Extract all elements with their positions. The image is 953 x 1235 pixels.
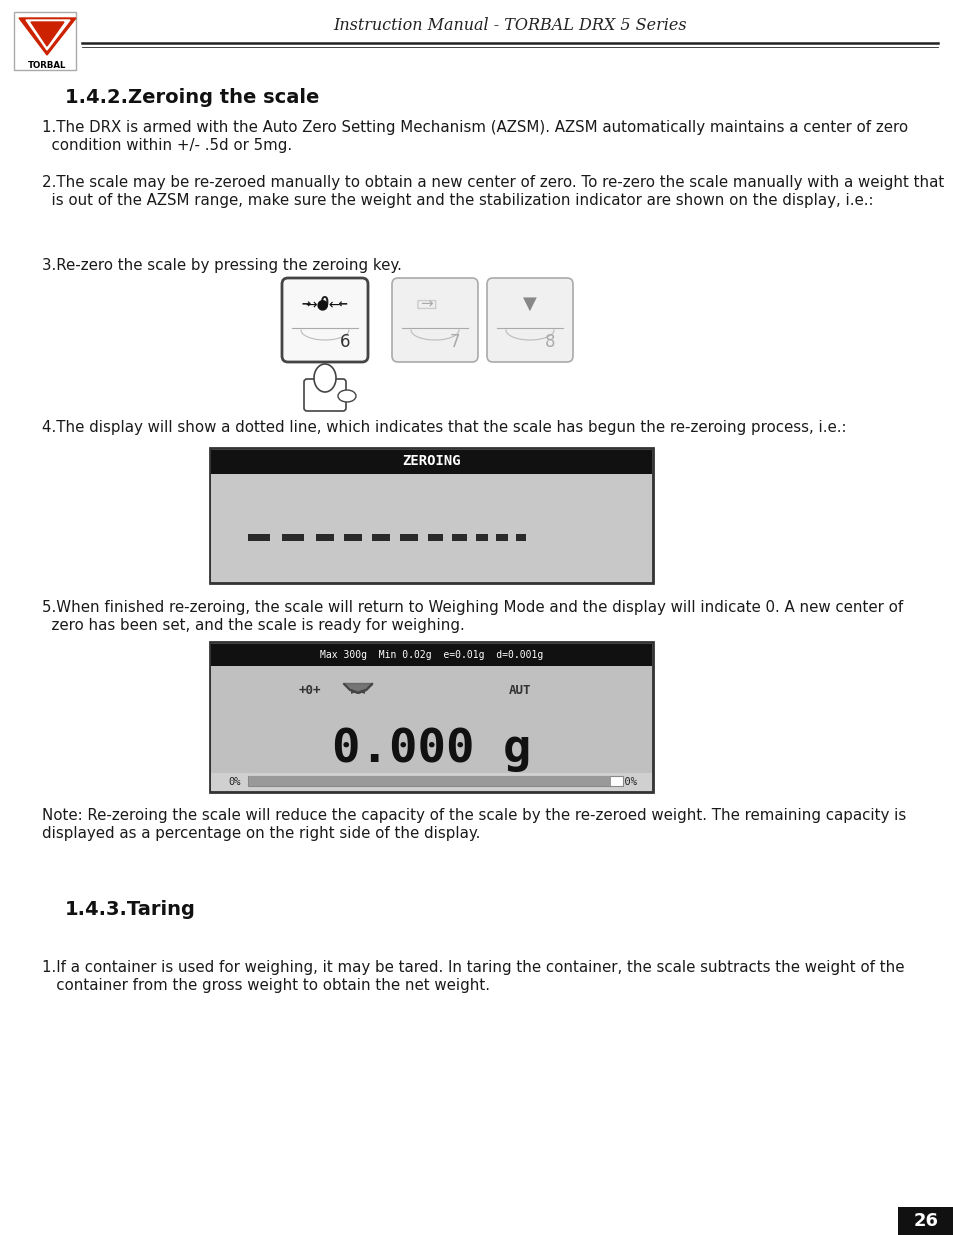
Bar bbox=[211, 450, 651, 474]
Text: displayed as a percentage on the right side of the display.: displayed as a percentage on the right s… bbox=[42, 826, 480, 841]
Text: zero has been set, and the scale is ready for weighing.: zero has been set, and the scale is read… bbox=[42, 618, 464, 634]
Bar bbox=[897, 1207, 953, 1235]
Text: 1.4.2.Zeroing the scale: 1.4.2.Zeroing the scale bbox=[65, 88, 319, 107]
Bar bbox=[211, 474, 651, 582]
Bar bbox=[249, 776, 610, 785]
FancyBboxPatch shape bbox=[282, 278, 368, 362]
Text: 3.Re-zero the scale by pressing the zeroing key.: 3.Re-zero the scale by pressing the zero… bbox=[42, 258, 401, 273]
FancyBboxPatch shape bbox=[486, 278, 573, 362]
Bar bbox=[248, 776, 622, 785]
Text: 6: 6 bbox=[339, 333, 350, 351]
Bar bbox=[248, 534, 270, 541]
Text: →: → bbox=[420, 296, 433, 311]
Text: 8: 8 bbox=[544, 333, 555, 351]
Text: Instruction Manual - TORBAL DRX 5 Series: Instruction Manual - TORBAL DRX 5 Series bbox=[333, 17, 686, 35]
Polygon shape bbox=[19, 19, 76, 56]
Bar bbox=[211, 666, 651, 790]
Text: AUT: AUT bbox=[508, 683, 531, 697]
Polygon shape bbox=[26, 20, 70, 49]
Text: 1.4.3.Taring: 1.4.3.Taring bbox=[65, 900, 195, 919]
Bar bbox=[282, 534, 304, 541]
Ellipse shape bbox=[337, 390, 355, 403]
Bar bbox=[315, 534, 334, 541]
Text: 26: 26 bbox=[913, 1212, 938, 1230]
Bar bbox=[211, 643, 651, 666]
Bar bbox=[476, 534, 488, 541]
Text: 0%: 0% bbox=[228, 777, 240, 787]
Bar bbox=[516, 534, 525, 541]
Polygon shape bbox=[30, 22, 64, 46]
Bar bbox=[496, 534, 507, 541]
Text: 4.The display will show a dotted line, which indicates that the scale has begun : 4.The display will show a dotted line, w… bbox=[42, 420, 845, 435]
Text: TORBAL: TORBAL bbox=[28, 61, 66, 69]
Text: → 0 ←: → 0 ← bbox=[302, 296, 348, 311]
Text: 100%: 100% bbox=[613, 777, 638, 787]
Bar bbox=[210, 642, 652, 792]
Bar bbox=[372, 534, 390, 541]
Bar bbox=[452, 534, 467, 541]
FancyBboxPatch shape bbox=[392, 278, 477, 362]
Bar bbox=[211, 773, 651, 790]
Text: Max 300g  Min 0.02g  e=0.01g  d=0.001g: Max 300g Min 0.02g e=0.01g d=0.001g bbox=[319, 650, 542, 659]
Text: →●←: →●← bbox=[305, 296, 340, 311]
FancyBboxPatch shape bbox=[304, 379, 346, 411]
Text: ▭: ▭ bbox=[415, 291, 438, 316]
Text: 7: 7 bbox=[449, 333, 459, 351]
Text: Note: Re-zeroing the scale will reduce the capacity of the scale by the re-zeroe: Note: Re-zeroing the scale will reduce t… bbox=[42, 808, 905, 823]
Text: 1.The DRX is armed with the Auto Zero Setting Mechanism (AZSM). AZSM automatical: 1.The DRX is armed with the Auto Zero Se… bbox=[42, 120, 907, 135]
Text: 0.000 g: 0.000 g bbox=[332, 727, 531, 773]
Text: ZEROING: ZEROING bbox=[402, 454, 460, 468]
Bar bbox=[14, 12, 76, 70]
Text: condition within +/- .5d or 5mg.: condition within +/- .5d or 5mg. bbox=[42, 138, 292, 153]
Bar bbox=[428, 534, 442, 541]
Bar bbox=[399, 534, 417, 541]
Text: container from the gross weight to obtain the net weight.: container from the gross weight to obtai… bbox=[42, 978, 490, 993]
Ellipse shape bbox=[314, 364, 335, 391]
Text: 2.The scale may be re-zeroed manually to obtain a new center of zero. To re-zero: 2.The scale may be re-zeroed manually to… bbox=[42, 175, 943, 190]
Text: ►◄: ►◄ bbox=[350, 685, 365, 695]
Bar bbox=[210, 448, 652, 583]
Text: is out of the AZSM range, make sure the weight and the stabilization indicator a: is out of the AZSM range, make sure the … bbox=[42, 193, 873, 207]
Bar bbox=[344, 534, 361, 541]
Text: 5.When finished re-zeroing, the scale will return to Weighing Mode and the displ: 5.When finished re-zeroing, the scale wi… bbox=[42, 600, 902, 615]
Text: +0+: +0+ bbox=[298, 683, 321, 697]
Text: ▼: ▼ bbox=[522, 295, 537, 312]
Text: 1.If a container is used for weighing, it may be tared. In taring the container,: 1.If a container is used for weighing, i… bbox=[42, 960, 903, 974]
